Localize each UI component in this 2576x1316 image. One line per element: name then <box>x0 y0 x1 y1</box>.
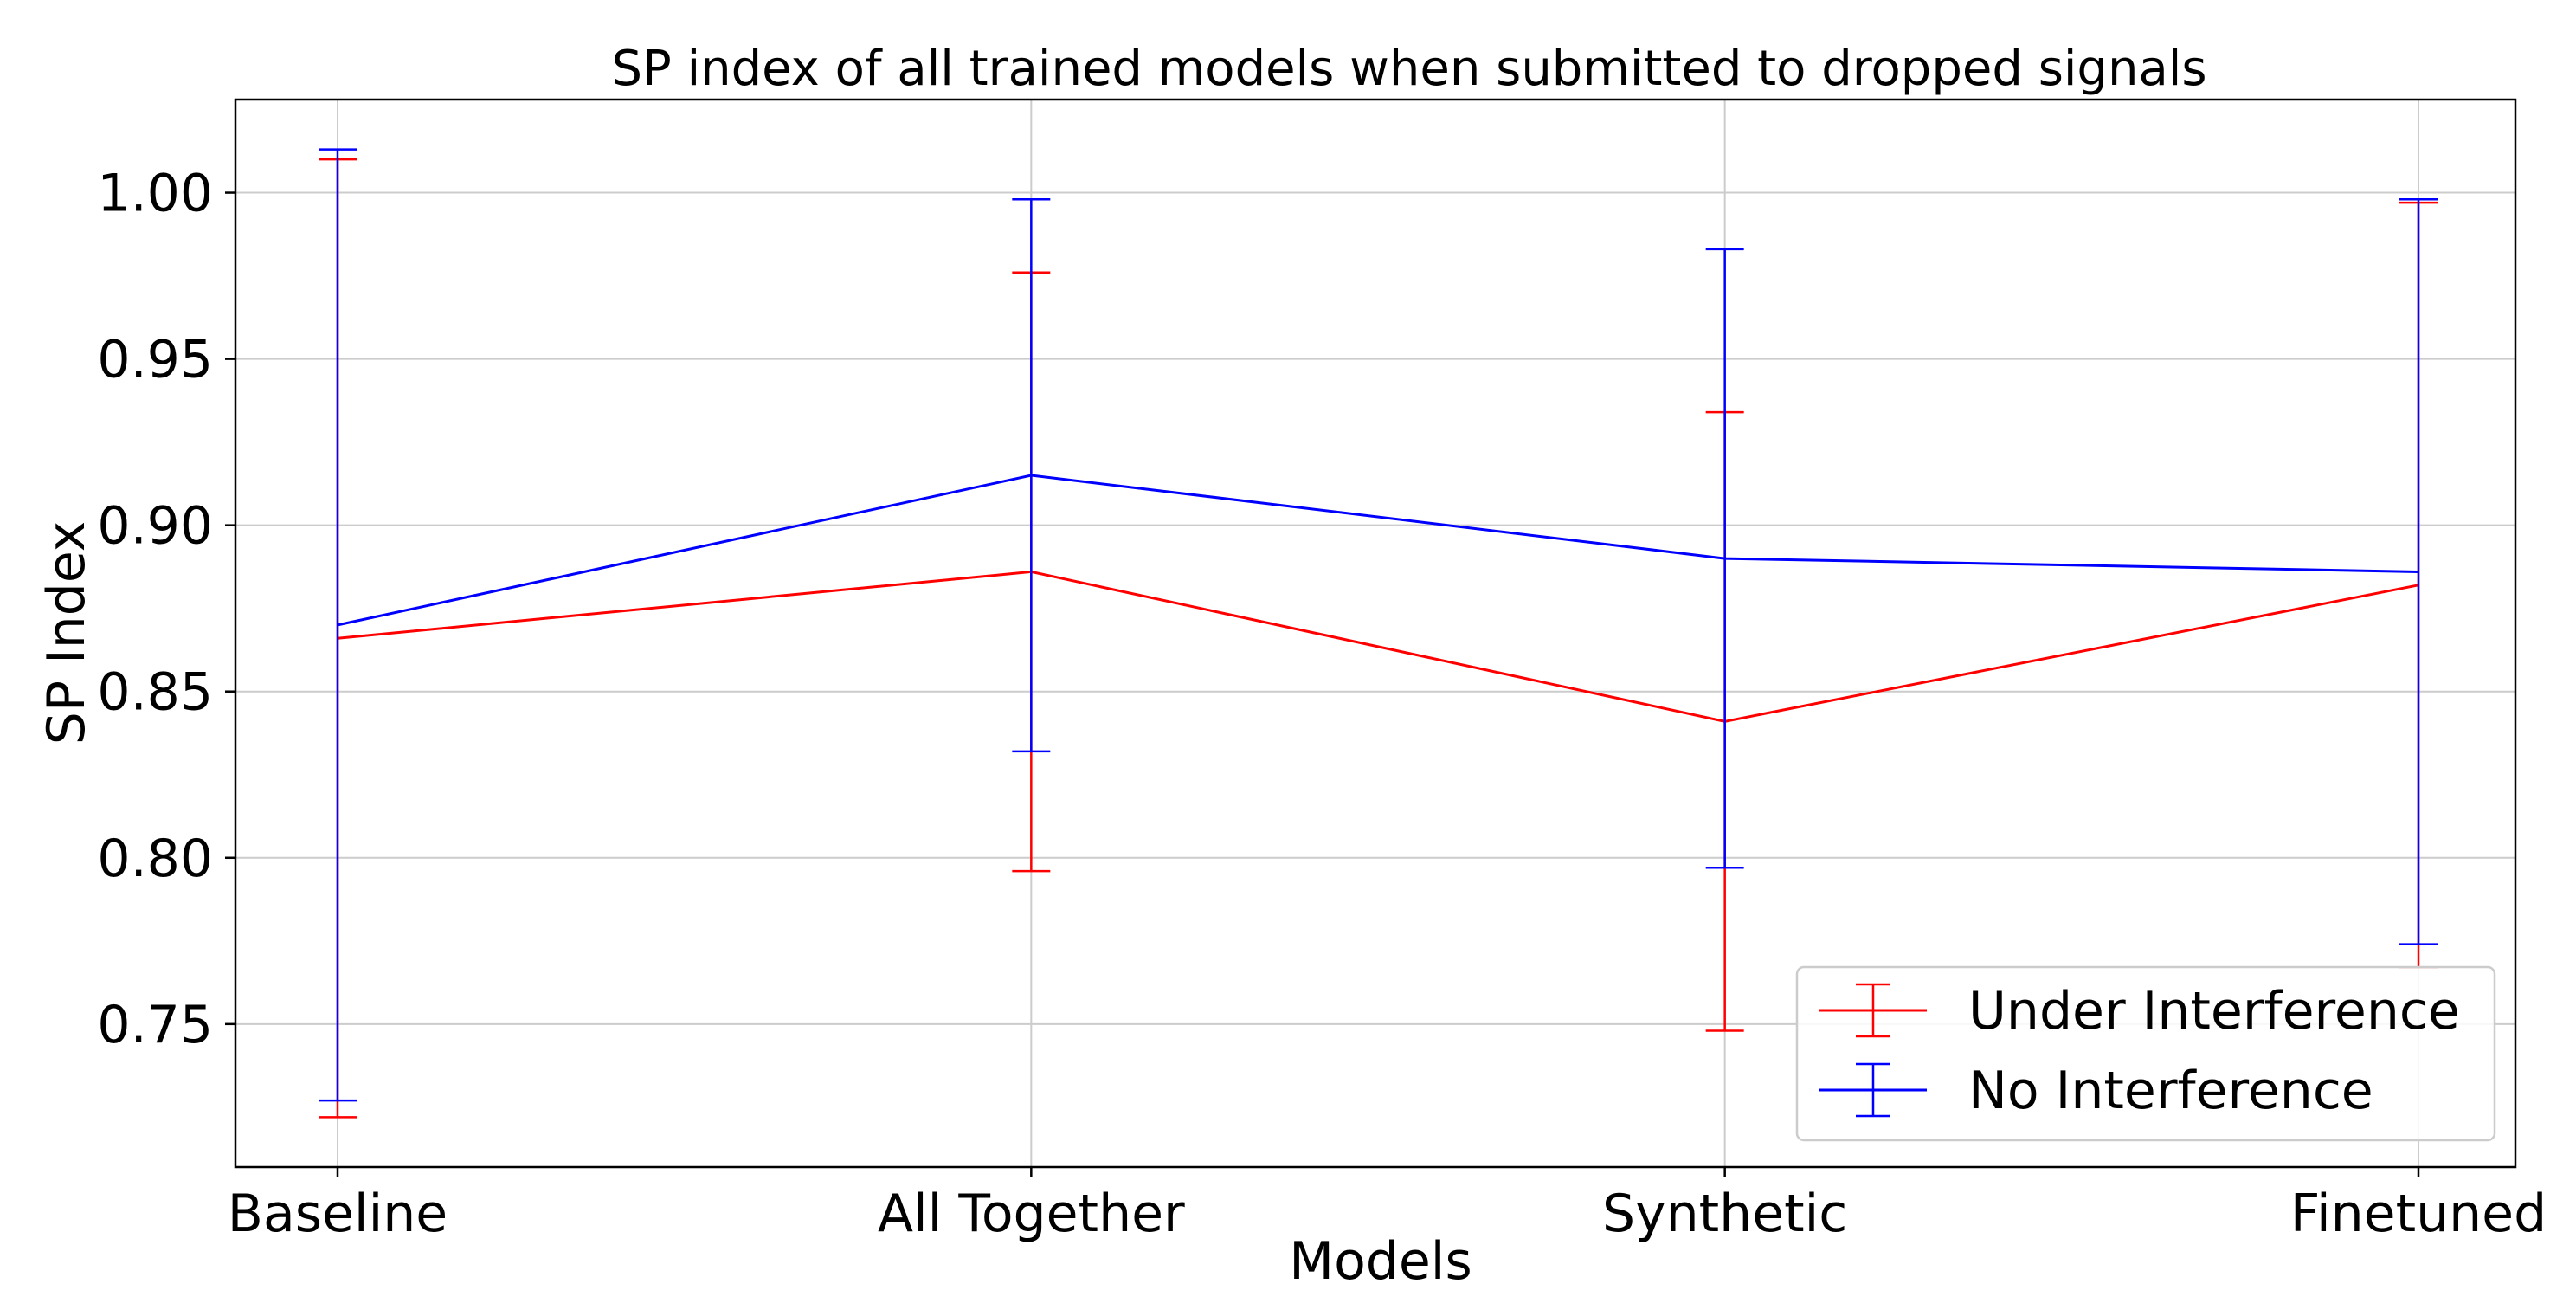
y-tick-label: 0.95 <box>97 330 213 390</box>
series-1 <box>319 150 2438 1101</box>
y-tick-label: 0.90 <box>97 496 213 557</box>
series-line <box>338 571 2418 721</box>
y-tick-label: 0.75 <box>97 995 213 1055</box>
legend-label: No Interference <box>1968 1061 2373 1121</box>
x-tick-label: All Together <box>878 1184 1185 1244</box>
y-tick-label: 0.80 <box>97 829 213 889</box>
x-tick-label: Baseline <box>228 1184 448 1244</box>
series-line <box>338 475 2418 625</box>
y-axis-label: SP Index <box>36 521 97 745</box>
x-tick-label: Finetuned <box>2290 1184 2547 1244</box>
x-tick-label: Synthetic <box>1602 1184 1847 1244</box>
legend-label: Under Interference <box>1968 981 2460 1042</box>
y-tick-label: 0.85 <box>97 662 213 723</box>
x-axis-label: Models <box>1289 1231 1472 1292</box>
legend: Under Interference No Interference <box>1797 967 2495 1140</box>
chart-title: SP index of all trained models when subm… <box>611 41 2206 97</box>
error-bar <box>1012 199 1050 752</box>
y-tick-label: 1.00 <box>97 164 213 224</box>
error-bar <box>319 150 357 1101</box>
